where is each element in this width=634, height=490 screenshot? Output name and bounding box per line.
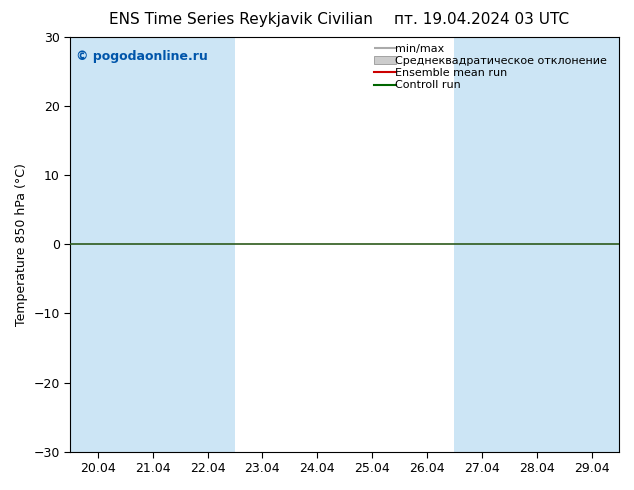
Bar xyxy=(509,37,564,452)
Text: ENS Time Series Reykjavik Civilian: ENS Time Series Reykjavik Civilian xyxy=(109,12,373,27)
Bar xyxy=(180,37,235,452)
Bar xyxy=(564,37,619,452)
Text: © pogodaonline.ru: © pogodaonline.ru xyxy=(76,49,207,63)
Text: пт. 19.04.2024 03 UTC: пт. 19.04.2024 03 UTC xyxy=(394,12,569,27)
Bar xyxy=(125,37,180,452)
Legend: min/max, Среднеквадратическое отклонение, Ensemble mean run, Controll run: min/max, Среднеквадратическое отклонение… xyxy=(370,41,616,94)
Y-axis label: Temperature 850 hPa (°C): Temperature 850 hPa (°C) xyxy=(15,163,28,326)
Bar xyxy=(455,37,509,452)
Bar xyxy=(70,37,125,452)
